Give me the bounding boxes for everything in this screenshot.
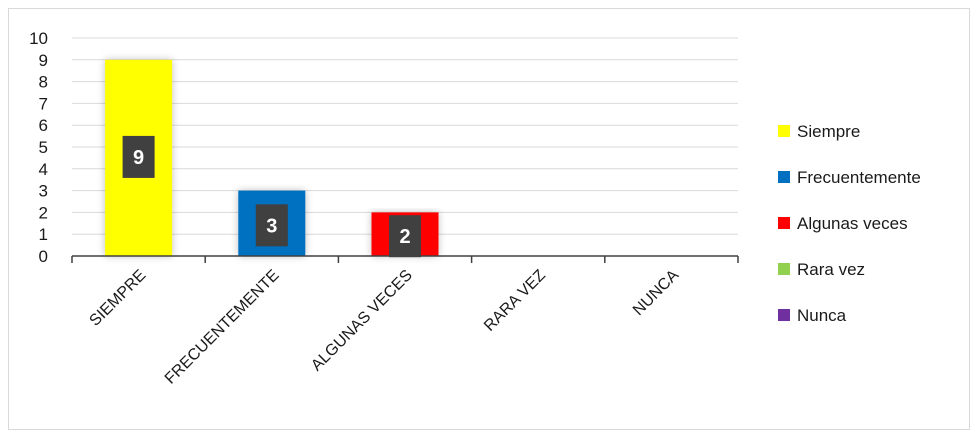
legend-entry: Nunca [797, 306, 847, 325]
legend-swatch [778, 309, 790, 321]
legend-swatch [778, 217, 790, 229]
y-tick-label: 9 [39, 51, 48, 70]
legend-entry: Algunas veces [797, 214, 908, 233]
legend-entry: Frecuentemente [797, 168, 921, 187]
data-label: 3 [266, 215, 277, 237]
y-tick-label: 0 [39, 247, 48, 266]
data-label: 9 [133, 147, 144, 169]
category-labels: SIEMPRE FRECUENTEMENTE ALGUNAS VECES RARA V… [86, 267, 682, 388]
y-tick-label: 5 [39, 138, 48, 157]
data-labels: 9 3 2 [122, 135, 421, 258]
legend: Siempre Frecuentemente Algunas veces Rara v… [778, 122, 921, 325]
x-category-label: FRECUENTEMENTE [162, 267, 283, 388]
x-category-label: RARA VEZ [481, 267, 549, 335]
legend-entry: Siempre [797, 122, 860, 141]
x-category-label: SIEMPRE [86, 267, 149, 330]
y-tick-label: 2 [39, 203, 48, 222]
y-tick-label: 4 [39, 160, 48, 179]
x-category-label: ALGUNAS VECES [308, 267, 416, 375]
x-category-label: NUNCA [630, 267, 682, 319]
y-tick-label: 8 [39, 73, 48, 92]
legend-entry: Rara vez [797, 260, 865, 279]
gridlines [72, 37, 738, 235]
legend-swatch [778, 125, 790, 137]
legend-swatch [778, 171, 790, 183]
data-label-box [389, 215, 421, 258]
y-tick-label: 1 [39, 225, 48, 244]
y-tick-label: 7 [39, 94, 48, 113]
data-label-box [255, 204, 288, 247]
y-axis-ticks: 0 1 2 3 4 5 6 7 8 9 10 [29, 29, 48, 266]
y-tick-label: 6 [39, 116, 48, 135]
y-tick-label: 10 [29, 29, 48, 48]
data-label: 2 [399, 226, 410, 248]
legend-swatch [778, 263, 790, 275]
data-label-box [122, 135, 155, 178]
y-tick-label: 3 [39, 182, 48, 201]
